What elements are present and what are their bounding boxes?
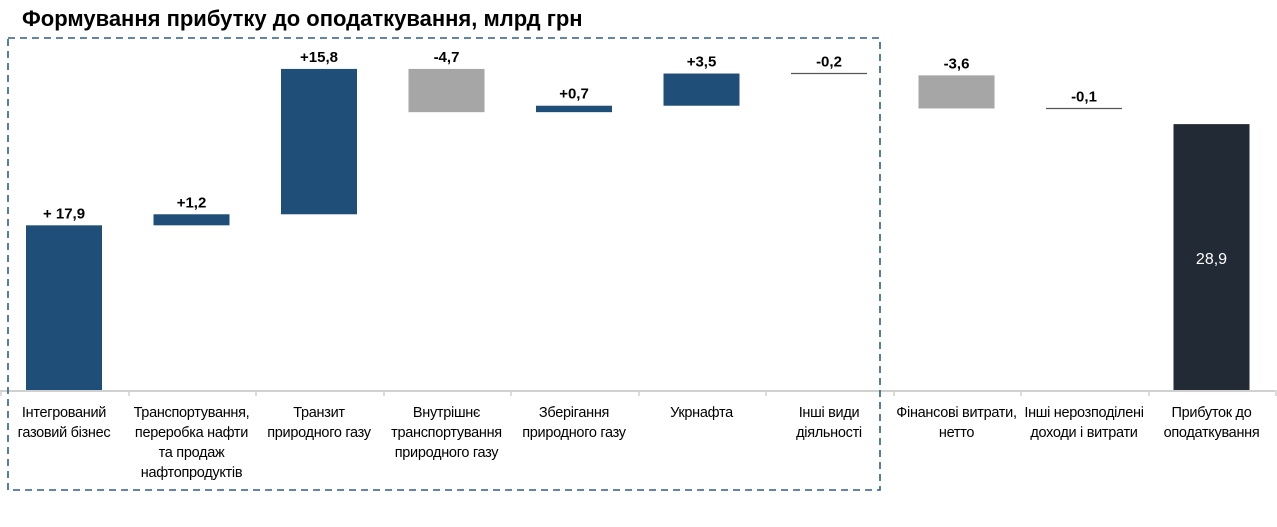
bar bbox=[26, 225, 102, 390]
category-label: Фінансові витрати, нетто bbox=[896, 405, 1017, 441]
data-label: +1,2 bbox=[177, 194, 207, 211]
category-label: Укрнафта bbox=[670, 405, 733, 421]
bar bbox=[536, 105, 612, 113]
bar bbox=[153, 214, 230, 226]
bar bbox=[408, 68, 485, 113]
category-label: Транспортування, переробка нафти та прод… bbox=[133, 405, 250, 481]
data-label: -4,7 bbox=[434, 49, 460, 66]
bar bbox=[281, 68, 357, 215]
bar bbox=[1173, 124, 1250, 391]
category-label: Інтегрований газовий бізнес bbox=[17, 405, 111, 441]
data-label: +15,8 bbox=[300, 49, 338, 66]
segments-group-box bbox=[7, 37, 881, 491]
category-label: Інші види діяльності bbox=[796, 405, 862, 441]
data-label: 28,9 bbox=[1196, 251, 1227, 268]
category-label: Прибуток до оподаткування bbox=[1163, 405, 1260, 441]
bar bbox=[918, 75, 995, 109]
data-label: +0,7 bbox=[559, 86, 589, 103]
category-label: Інші нерозподілені доходи і витрати bbox=[1024, 405, 1144, 441]
data-label: -3,6 bbox=[944, 55, 970, 72]
bar bbox=[663, 73, 740, 106]
category-label: Зберігання природного газу bbox=[522, 405, 626, 441]
category-label: Внутрішнє транспортування природного газ… bbox=[391, 405, 502, 461]
category-label: Транзит природного газу bbox=[267, 405, 371, 441]
chart-title: Формування прибутку до оподаткування, мл… bbox=[22, 6, 583, 31]
data-label: -0,1 bbox=[1071, 88, 1097, 105]
data-label: + 17,9 bbox=[43, 205, 85, 222]
data-label: -0,2 bbox=[816, 54, 842, 71]
data-label: +3,5 bbox=[687, 54, 717, 71]
